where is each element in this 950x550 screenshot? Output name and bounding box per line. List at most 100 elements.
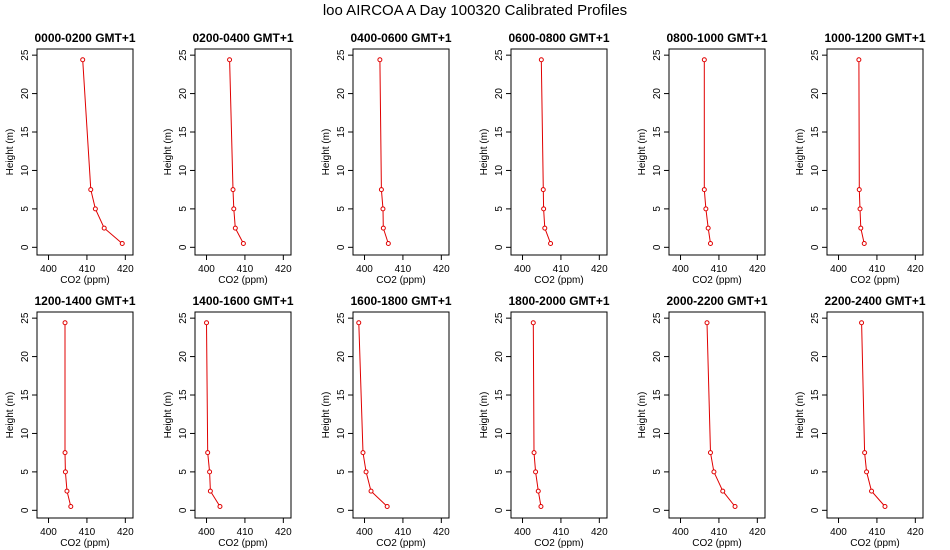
data-point <box>540 187 546 193</box>
plot-frame <box>826 48 924 256</box>
y-tick-label: 25 <box>810 49 821 61</box>
y-tick-label: 5 <box>336 206 347 212</box>
plot-frame <box>352 48 450 256</box>
panel-title: 1800-2000 GMT+1 <box>508 294 609 308</box>
y-tick-label: 25 <box>178 312 189 324</box>
y-tick-label: 10 <box>20 427 31 439</box>
x-axis-label: CO2 (ppm) <box>376 538 425 549</box>
x-tick-label: 400 <box>672 527 689 538</box>
x-tick-label: 420 <box>117 527 134 538</box>
x-axis-label: CO2 (ppm) <box>218 275 267 286</box>
profile-panel: 0600-0800 GMT+1 400 410 420 0 5 10 15 20 25 CO2 (p… <box>479 31 610 286</box>
y-tick-label: 15 <box>494 126 505 138</box>
x-tick-label: 410 <box>395 527 412 538</box>
y-tick-label: 15 <box>652 389 663 401</box>
y-tick-label: 20 <box>494 88 505 100</box>
panel-title: 0200-0400 GMT+1 <box>192 31 293 45</box>
y-tick-label: 25 <box>336 312 347 324</box>
y-tick-label: 15 <box>178 389 189 401</box>
figure-title: loo AIRCOA A Day 100320 Calibrated Profi… <box>322 2 628 19</box>
y-tick-label: 5 <box>494 469 505 475</box>
x-tick-label: 420 <box>117 264 134 275</box>
data-point <box>864 469 870 475</box>
plot-frame <box>36 48 134 256</box>
data-point <box>705 225 711 231</box>
x-tick-label: 420 <box>907 527 924 538</box>
data-point <box>207 469 213 475</box>
x-tick-label: 400 <box>514 264 531 275</box>
panel-title: 1000-1200 GMT+1 <box>824 31 925 45</box>
profile-line <box>540 59 552 244</box>
y-tick-label: 0 <box>494 507 505 513</box>
data-point <box>92 206 98 212</box>
y-tick-label: 10 <box>810 427 821 439</box>
y-tick-label: 0 <box>20 507 31 513</box>
data-point <box>385 240 391 246</box>
profile-panel: 0000-0200 GMT+1 400 410 420 0 5 10 15 20 25 CO2 (p… <box>5 31 136 286</box>
y-tick-label: 15 <box>652 126 663 138</box>
data-point <box>859 320 865 326</box>
x-axis-label: CO2 (ppm) <box>60 275 109 286</box>
y-tick-label: 5 <box>652 469 663 475</box>
x-tick-label: 400 <box>356 264 373 275</box>
data-point <box>861 240 867 246</box>
y-tick-label: 10 <box>494 164 505 176</box>
y-tick-label: 5 <box>20 206 31 212</box>
y-tick-label: 5 <box>810 206 821 212</box>
data-point <box>68 503 74 509</box>
data-point <box>88 187 94 193</box>
data-point <box>858 225 864 231</box>
panel-title: 2200-2400 GMT+1 <box>824 294 925 308</box>
data-point <box>101 225 107 231</box>
y-tick-label: 20 <box>494 351 505 363</box>
data-point <box>704 320 710 326</box>
x-tick-label: 410 <box>711 527 728 538</box>
x-tick-label: 410 <box>79 264 96 275</box>
data-point <box>377 57 383 63</box>
data-point <box>363 469 369 475</box>
y-tick-label: 25 <box>494 49 505 61</box>
y-tick-label: 10 <box>336 427 347 439</box>
y-tick-label: 20 <box>178 351 189 363</box>
data-point <box>62 320 68 326</box>
profile-line <box>861 322 886 507</box>
x-tick-label: 400 <box>198 527 215 538</box>
plot-frame <box>668 311 766 519</box>
x-axis-label: CO2 (ppm) <box>850 538 899 549</box>
data-point <box>530 320 536 326</box>
y-tick-label: 20 <box>336 351 347 363</box>
y-axis-label: Height (m) <box>637 129 648 176</box>
y-tick-label: 10 <box>494 427 505 439</box>
y-tick-label: 25 <box>810 312 821 324</box>
y-axis-label: Height (m) <box>5 129 16 176</box>
x-axis-label: CO2 (ppm) <box>60 538 109 549</box>
y-axis-label: Height (m) <box>321 129 332 176</box>
data-point <box>548 240 554 246</box>
x-axis-label: CO2 (ppm) <box>692 538 741 549</box>
y-tick-label: 15 <box>20 389 31 401</box>
data-point <box>384 503 390 509</box>
data-point <box>232 225 238 231</box>
data-point <box>64 488 70 494</box>
y-tick-label: 10 <box>20 164 31 176</box>
plot-frame <box>668 48 766 256</box>
x-tick-label: 420 <box>433 527 450 538</box>
y-tick-label: 0 <box>178 244 189 250</box>
y-tick-label: 20 <box>810 351 821 363</box>
data-point <box>538 503 544 509</box>
y-tick-label: 25 <box>336 49 347 61</box>
x-axis-label: CO2 (ppm) <box>534 275 583 286</box>
profile-line <box>532 322 542 507</box>
plot-frame <box>36 311 134 519</box>
y-tick-label: 10 <box>336 164 347 176</box>
x-tick-label: 420 <box>275 264 292 275</box>
y-tick-label: 25 <box>652 312 663 324</box>
plot-frame <box>194 48 292 256</box>
y-tick-label: 10 <box>652 427 663 439</box>
panel-title: 1200-1400 GMT+1 <box>34 294 135 308</box>
plot-frame <box>194 311 292 519</box>
profile-line <box>82 59 123 244</box>
x-tick-label: 410 <box>869 264 886 275</box>
y-axis-label: Height (m) <box>637 392 648 439</box>
y-tick-label: 15 <box>810 126 821 138</box>
